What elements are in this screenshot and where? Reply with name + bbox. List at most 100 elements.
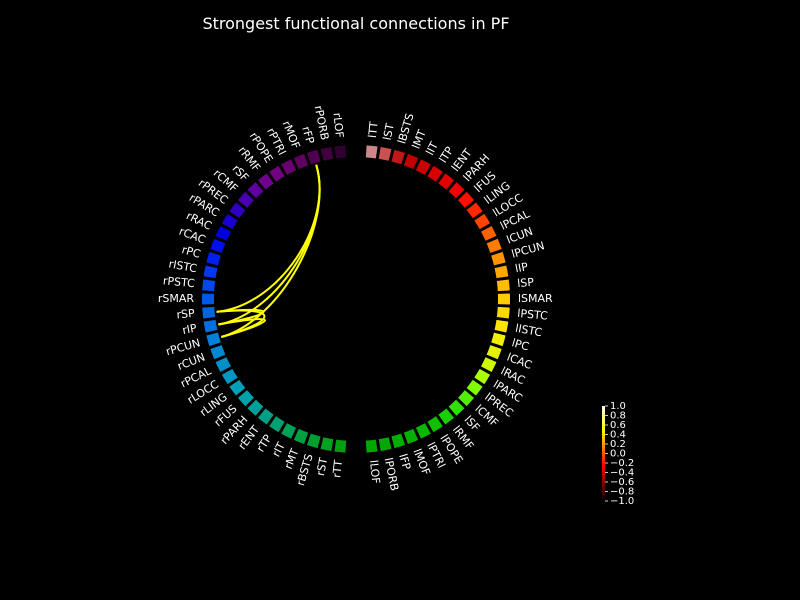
node-rSF [247,182,264,199]
node-rST [320,437,334,452]
node-rLOF [334,145,347,159]
node-label-rSMAR: rSMAR [158,292,195,305]
region-nodes [202,145,510,453]
node-label-lST: lST [381,122,397,141]
node-rFP [307,149,321,165]
node-lPREC [466,379,483,396]
node-lFP [391,433,405,449]
connection-rFP-rPCUN [220,164,321,338]
node-rCMF [237,191,254,208]
node-rPCAL [215,357,231,373]
node-rLOCC [221,368,238,385]
node-lPC [491,332,506,347]
figure-title: Strongest functional connections in PF [202,14,509,33]
node-label-rPSTC: rPSTC [162,274,195,290]
node-label-rPC: rPC [180,243,202,261]
colorbar-tick-label: −0.8 [610,487,634,498]
node-lCUN [486,238,502,253]
node-label-lPC: lPC [510,336,531,353]
colorbar-tick-label: 1.0 [610,401,626,412]
node-label-rLOF: rLOF [330,112,346,138]
node-rBSTS [307,433,321,449]
node-rPOPE [269,165,285,182]
colorbar-tick-label: −0.2 [610,458,634,469]
node-rPCUN [206,332,221,347]
node-label-lPORB: lPORB [382,457,401,492]
node-label-lSMAR: lSMAR [518,292,553,305]
colorbar-tick-label: −1.0 [610,496,634,507]
node-lPOPE [427,416,443,433]
node-rTT [334,439,347,453]
colorbar-tick-label: 0.0 [610,449,626,460]
node-rSMAR [202,293,215,305]
node-lMT [403,154,419,170]
colorbar-ticks: 1.00.80.60.40.20.0−0.2−0.4−0.6−0.8−1.0 [605,401,634,507]
node-label-lTT: lTT [366,121,381,139]
colorbar-tick-label: 0.2 [610,439,626,450]
colorbar-tick-label: −0.6 [610,477,634,488]
node-lRAC [481,357,497,373]
node-label-lSP: lSP [517,276,535,291]
node-label-rTT: rTT [330,459,345,478]
node-lPCAL [481,225,497,241]
node-lMOF [403,428,419,444]
node-rPSTC [202,279,216,292]
node-rRAC [215,225,231,241]
colorbar-tick-label: 0.4 [610,430,626,441]
node-rENT [257,408,274,425]
node-lENT [438,173,455,190]
node-label-rISTC: rISTC [168,257,199,275]
node-rIT [281,423,297,439]
node-rIP [203,319,218,333]
node-lPTRI [415,423,431,439]
node-rPREC [229,202,246,219]
node-lFUS [458,191,475,208]
node-label-lIP: lIP [514,260,529,275]
colorbar-gradient [602,406,605,501]
node-lCAC [486,345,502,360]
node-label-lISTC: lISTC [514,322,543,340]
node-lPCUN [491,251,506,266]
node-label-lLOF: lLOF [367,459,382,484]
node-rPARH [247,399,264,416]
node-lLOCC [474,213,491,230]
colorbar-tick-label: 0.8 [610,411,626,422]
node-lIP [494,265,509,279]
node-rCUN [210,345,226,360]
node-lLING [466,202,483,219]
node-rISTC [203,265,218,279]
node-rRMF [257,173,274,190]
node-lTP [427,165,443,182]
node-rLING [229,379,246,396]
node-lLOF [365,439,378,453]
node-rMOF [293,154,309,170]
node-rCAC [210,238,226,253]
colorbar: 1.00.80.60.40.20.0−0.2−0.4−0.6−0.8−1.0 [602,401,634,507]
node-rSP [202,306,216,319]
node-lSP [496,279,510,292]
node-lST [378,146,392,161]
node-label-lIT: lIT [423,140,441,158]
node-rPORB [320,146,334,161]
node-lCMF [458,390,475,407]
node-lISTC [494,319,509,333]
node-lTT [365,145,378,159]
node-label-rST: rST [314,456,330,477]
connection-rIP-rPCUN [218,318,266,338]
node-rTP [269,416,285,433]
node-rPC [206,251,221,266]
node-rPTRI [281,159,297,175]
node-lRMF [438,408,455,425]
node-label-rSP: rSP [176,307,196,322]
node-rMT [293,428,309,444]
node-lSF [448,399,465,416]
node-label-lPSTC: lPSTC [517,307,549,323]
node-label-rFP: rFP [299,125,317,146]
node-label-rIP: rIP [181,322,198,337]
colorbar-tick-label: −0.4 [610,468,634,479]
node-lPORB [378,437,392,452]
node-rFUS [237,390,254,407]
colorbar-tick-label: 0.6 [610,420,626,431]
